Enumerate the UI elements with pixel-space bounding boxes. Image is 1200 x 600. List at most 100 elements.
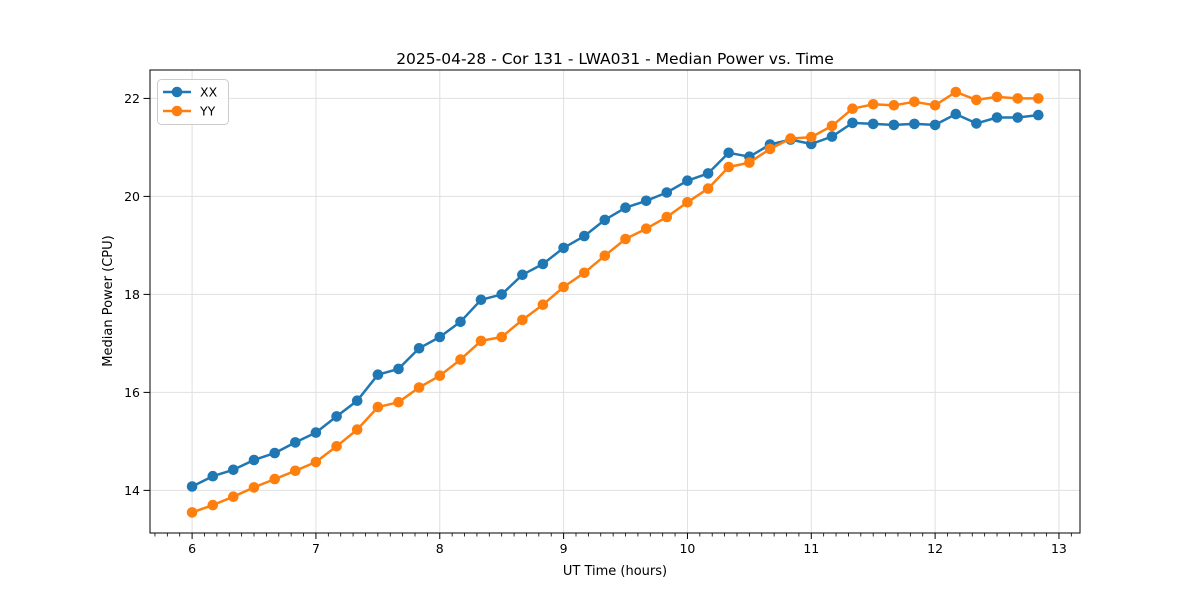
series-marker-xx: [475, 294, 487, 306]
series-marker-yy: [517, 314, 528, 326]
x-tick-label: 13: [1051, 541, 1067, 556]
series-marker-xx: [888, 119, 900, 131]
series-marker-yy: [702, 183, 714, 194]
series-marker-xx: [186, 481, 198, 492]
legend-box: [157, 79, 229, 125]
grid-layer: [150, 70, 1080, 533]
series-marker-yy: [867, 99, 879, 110]
series-marker-yy: [991, 91, 1003, 103]
series-marker-xx: [826, 131, 838, 142]
series-marker-yy: [764, 143, 776, 155]
series-marker-yy: [971, 94, 982, 106]
plot-border: [149, 69, 1081, 534]
series-marker-xx: [228, 464, 239, 476]
series-marker-xx: [971, 118, 982, 129]
series-marker-yy: [228, 491, 239, 503]
series-marker-yy: [331, 441, 342, 452]
series-marker-xx: [331, 411, 342, 422]
series-marker-yy: [682, 197, 693, 208]
series-marker-yy: [455, 354, 466, 365]
x-tick-label: 6: [188, 541, 196, 556]
series-marker-yy: [826, 120, 838, 132]
series-marker-xx: [950, 108, 962, 120]
series-marker-yy: [929, 100, 941, 111]
series-marker-yy: [744, 157, 755, 168]
series-marker-xx: [1033, 109, 1044, 121]
legend: XX YY: [157, 79, 229, 125]
y-tick-label: 18: [124, 287, 140, 302]
series-marker-xx: [579, 230, 590, 242]
series-marker-yy: [620, 233, 631, 245]
y-tick-label: 20: [124, 189, 140, 204]
series-marker-yy: [537, 299, 549, 311]
series-marker-yy: [640, 223, 652, 234]
legend-marker-xx: [171, 86, 183, 98]
series-marker-xx: [455, 316, 466, 328]
series-marker-xx: [269, 447, 281, 459]
series-marker-xx: [351, 395, 363, 407]
series-marker-yy: [207, 499, 219, 511]
series-marker-xx: [929, 119, 941, 131]
series-marker-yy: [558, 281, 569, 293]
series-marker-xx: [290, 437, 301, 448]
series-marker-xx: [909, 118, 920, 130]
legend-label-yy: YY: [199, 104, 216, 119]
legend-label-xx: XX: [200, 85, 218, 100]
x-tick-label: 10: [679, 541, 695, 556]
series-marker-xx: [640, 195, 652, 207]
chart-title: 2025-04-28 - Cor 131 - LWA031 - Median P…: [396, 50, 834, 68]
tick-layer: 6 7 8 9 10 11 12 13 14 16 18 20 22: [124, 91, 1072, 556]
series-marker-xx: [682, 175, 693, 186]
series-marker-yy: [310, 456, 322, 468]
series-marker-yy: [351, 424, 363, 435]
y-axis-label: Median Power (CPU): [101, 235, 116, 366]
series-marker-yy: [413, 382, 425, 393]
y-tick-label: 22: [124, 91, 140, 106]
series-marker-xx: [847, 117, 858, 129]
x-tick-label: 12: [927, 541, 943, 556]
series-marker-xx: [393, 363, 404, 375]
series-marker-xx: [434, 331, 446, 343]
series-marker-xx: [517, 269, 528, 281]
series-marker-xx: [537, 258, 549, 270]
series-marker-yy: [475, 335, 487, 347]
series-marker-xx: [723, 147, 734, 159]
y-tick-label: 14: [124, 483, 140, 498]
series-marker-xx: [372, 369, 384, 381]
series-marker-yy: [661, 211, 673, 223]
series-marker-yy: [599, 250, 611, 261]
series-marker-xx: [867, 118, 879, 130]
x-tick-label: 7: [312, 541, 320, 556]
series-marker-yy: [847, 103, 858, 114]
series-marker-yy: [372, 401, 384, 413]
series-marker-xx: [558, 242, 569, 254]
series-marker-yy: [888, 100, 900, 111]
series-marker-xx: [207, 470, 219, 482]
x-tick-label: 9: [560, 541, 568, 556]
series-marker-xx: [1012, 112, 1023, 123]
series-marker-xx: [248, 454, 260, 466]
x-tick-label: 8: [436, 541, 444, 556]
x-tick-label: 11: [803, 541, 819, 556]
series-marker-xx: [413, 343, 425, 354]
series-marker-xx: [620, 202, 631, 213]
series-marker-yy: [1012, 93, 1023, 104]
series-marker-xx: [661, 187, 673, 198]
series-marker-yy: [950, 86, 962, 98]
series-layer: [186, 86, 1044, 518]
series-marker-yy: [269, 473, 281, 485]
series-marker-yy: [579, 267, 590, 279]
series-marker-yy: [393, 396, 404, 408]
series-marker-xx: [310, 427, 322, 438]
x-axis-label: UT Time (hours): [563, 564, 667, 579]
series-marker-yy: [1033, 93, 1044, 104]
series-marker-yy: [806, 131, 817, 143]
legend-marker-yy: [171, 105, 183, 117]
series-marker-yy: [290, 465, 301, 477]
series-marker-yy: [186, 507, 198, 518]
series-marker-yy: [496, 331, 508, 343]
series-marker-xx: [599, 214, 611, 226]
series-marker-xx: [496, 289, 508, 300]
series-marker-yy: [723, 161, 734, 173]
